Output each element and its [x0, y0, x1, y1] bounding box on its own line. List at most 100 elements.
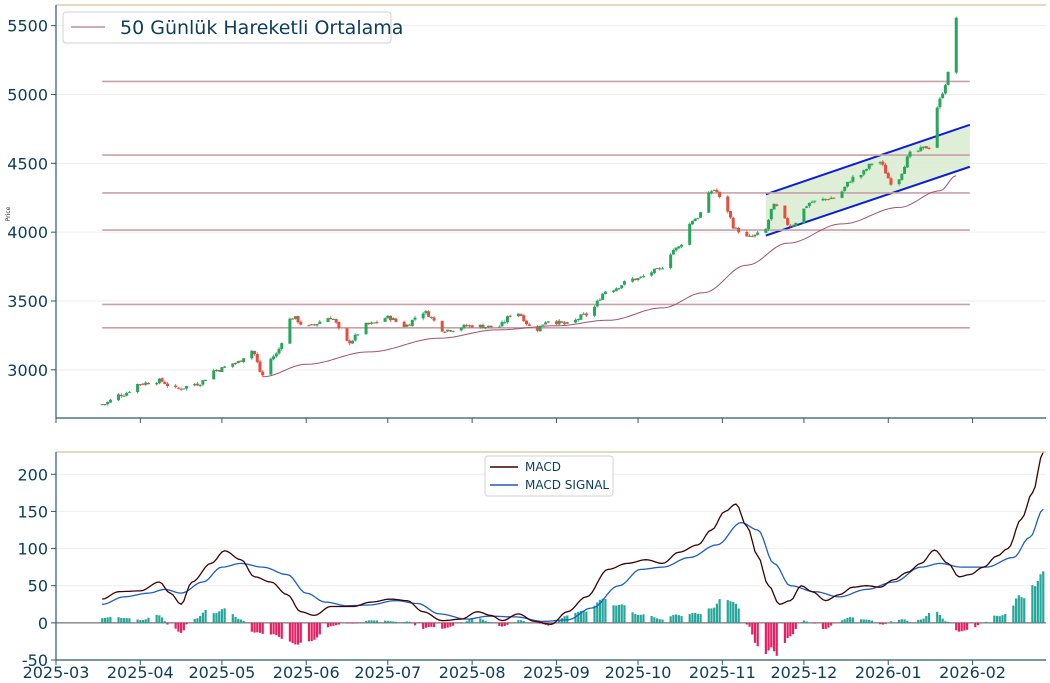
- candle-body: [919, 147, 923, 151]
- candle-body: [565, 322, 569, 324]
- macd-histogram-bar: [234, 616, 237, 623]
- candle-body: [554, 321, 558, 325]
- macd-histogram-bar: [596, 602, 599, 623]
- macd-histogram-bar: [843, 619, 846, 623]
- macd-histogram-bar: [786, 622, 789, 639]
- candle-body: [655, 268, 659, 270]
- macd-histogram-bar: [147, 617, 150, 623]
- macd-histogram-bar: [862, 619, 865, 623]
- ma50-line: [262, 175, 957, 378]
- macd-histogram-bar: [310, 622, 313, 642]
- macd-histogram-bar: [772, 622, 776, 652]
- macd-histogram-bar: [430, 622, 433, 627]
- candle-body: [108, 399, 112, 403]
- macd-histogram-bar: [985, 621, 988, 623]
- candle-body: [734, 227, 738, 229]
- price-legend: 50 Günlük Hareketli Ortalama: [62, 11, 403, 44]
- macd-histogram-bar: [718, 599, 721, 623]
- candle-body: [603, 291, 607, 295]
- candle-body: [946, 71, 950, 86]
- macd-histogram-bar: [460, 622, 463, 624]
- candle-body: [220, 367, 224, 373]
- candle-body: [546, 321, 550, 323]
- macd-histogram-bar: [269, 622, 272, 635]
- candle-body: [669, 254, 673, 268]
- macd-histogram-bar: [830, 622, 833, 626]
- macd-histogram-bar: [348, 622, 351, 624]
- macd-histogram-bar: [827, 622, 830, 628]
- price-y-tick-label: 5000: [7, 85, 48, 104]
- candle-body: [671, 249, 675, 255]
- macd-histogram-bar: [593, 605, 596, 623]
- candle-body: [622, 281, 626, 285]
- macd-histogram-bar: [832, 622, 835, 624]
- macd-legend-box: [484, 455, 614, 497]
- macd-histogram-bar: [585, 611, 588, 623]
- candle-body: [193, 383, 197, 386]
- candle-body: [250, 350, 254, 359]
- macd-histogram-bar: [979, 622, 982, 624]
- macd-histogram-bar: [555, 622, 558, 624]
- candle-body: [916, 150, 920, 152]
- price-y-tick-label: 4500: [7, 154, 48, 173]
- macd-histogram-bar: [889, 621, 893, 623]
- macd-line: [102, 451, 1044, 625]
- candle-body: [391, 318, 395, 321]
- macd-histogram-bar: [373, 620, 376, 623]
- macd-histogram-bar: [715, 603, 719, 623]
- macd-histogram-bar: [642, 614, 645, 623]
- macd-histogram-bar: [479, 618, 482, 623]
- macd-histogram-bar: [631, 612, 634, 623]
- candle-body: [138, 384, 142, 386]
- candle-body: [508, 315, 512, 317]
- macd-histogram-bar: [906, 620, 909, 623]
- candle-body: [443, 331, 447, 333]
- candle-body: [141, 383, 145, 385]
- price-legend-label: 50 Günlük Hareketli Ortalama: [120, 17, 403, 39]
- candle-body: [598, 299, 602, 301]
- macd-histogram-bar: [566, 615, 569, 623]
- macd-histogram-bar: [887, 622, 890, 624]
- candle-body: [310, 324, 314, 326]
- candle-body: [160, 378, 164, 382]
- candle-body: [146, 382, 150, 385]
- macd-histogram-bar: [639, 614, 642, 623]
- channel-fill: [765, 124, 970, 236]
- macd-histogram-bar: [955, 622, 958, 631]
- candle-body: [527, 324, 531, 326]
- candle-body: [103, 404, 107, 406]
- candle-body: [943, 85, 947, 94]
- macd-histogram-bar: [672, 614, 675, 623]
- candle-body: [889, 178, 893, 185]
- macd-histogram-bar: [182, 622, 185, 631]
- candle-body: [641, 276, 645, 278]
- candle-body: [106, 402, 110, 405]
- candle-body: [810, 201, 814, 203]
- macd-histogram-bar: [424, 622, 427, 628]
- candle-body: [486, 325, 490, 328]
- candle-body: [905, 156, 909, 168]
- candle-body: [296, 316, 300, 323]
- candle-body: [829, 197, 833, 200]
- candle-body: [125, 392, 129, 396]
- macd-histogram-bar: [174, 622, 177, 629]
- candle-body: [729, 211, 733, 218]
- macd-histogram-bar: [498, 622, 501, 626]
- candle-body: [886, 172, 890, 179]
- candle-body: [538, 325, 542, 332]
- macd-histogram-bar: [193, 618, 196, 623]
- macd-histogram-bar: [601, 598, 604, 623]
- macd-histogram-bar: [506, 622, 509, 625]
- candle-body: [715, 189, 719, 193]
- channel-lower-line: [765, 165, 971, 237]
- candle-body: [410, 319, 414, 327]
- macd-histogram-bar: [734, 603, 738, 623]
- macd-histogram-bar: [810, 622, 814, 624]
- candle-body: [658, 268, 662, 270]
- macd-histogram-bar: [490, 622, 493, 623]
- trend-channel: [765, 123, 971, 237]
- candle-body: [707, 192, 711, 213]
- candle-body: [614, 288, 618, 292]
- macd-histogram-bar: [280, 622, 283, 639]
